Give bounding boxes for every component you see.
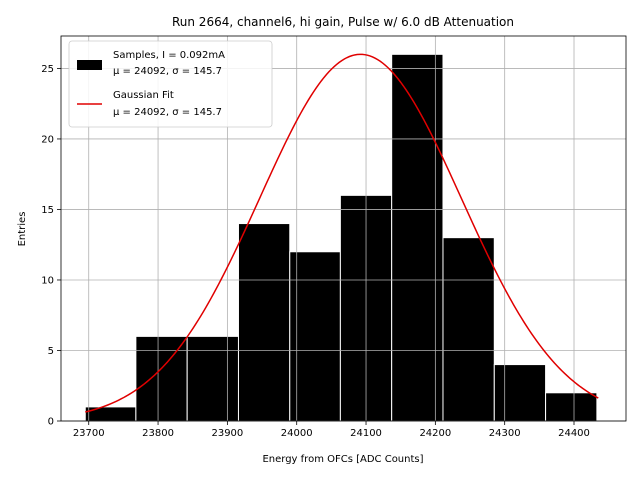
histogram-bar [135, 335, 188, 422]
legend-histogram-stats: μ = 24092, σ = 145.7 [113, 66, 222, 77]
legend-box [68, 40, 273, 128]
x-tick-label: 24300 [489, 428, 521, 439]
y-tick-label: 25 [41, 64, 54, 75]
histogram-bar [545, 392, 598, 422]
axes-frame [60, 35, 627, 422]
y-axis-ticks: 0 5 10 15 20 25 [41, 64, 61, 428]
legend: Samples, I = 0.092mA μ = 24092, σ = 145.… [68, 40, 273, 128]
x-tick-label: 24100 [350, 428, 382, 439]
chart-title: Run 2664, channel6, hi gain, Pulse w/ 6.… [172, 15, 514, 29]
histogram-bar [442, 237, 495, 422]
x-tick-label: 23800 [142, 428, 174, 439]
histogram-bar [237, 223, 291, 422]
gaussian-fit-line [85, 53, 599, 413]
legend-fit-name: Gaussian Fit [113, 90, 174, 101]
y-tick-label: 5 [48, 346, 54, 357]
x-tick-label: 24400 [558, 428, 590, 439]
histogram-bar [186, 335, 239, 422]
y-tick-label: 20 [41, 134, 54, 145]
x-tick-label: 24200 [419, 428, 451, 439]
x-tick-label: 23700 [73, 428, 105, 439]
x-tick-label: 23900 [211, 428, 243, 439]
x-axis-label: Energy from OFCs [ADC Counts] [262, 454, 423, 465]
histogram-bar [493, 364, 547, 422]
y-tick-label: 10 [41, 275, 54, 286]
y-tick-label: 15 [41, 205, 54, 216]
y-tick-label: 0 [48, 417, 54, 428]
y-axis-label: Entries [17, 212, 28, 247]
legend-fit-stats: μ = 24092, σ = 145.7 [113, 107, 222, 118]
histogram-bar [84, 406, 137, 422]
legend-histogram-name: Samples, I = 0.092mA [113, 50, 225, 61]
x-tick-label: 24000 [281, 428, 313, 439]
histogram-bar [289, 251, 341, 422]
legend-histogram-swatch [77, 60, 102, 70]
x-axis-ticks: 23700 23800 23900 24000 24100 24200 24300 24400 [73, 421, 590, 439]
